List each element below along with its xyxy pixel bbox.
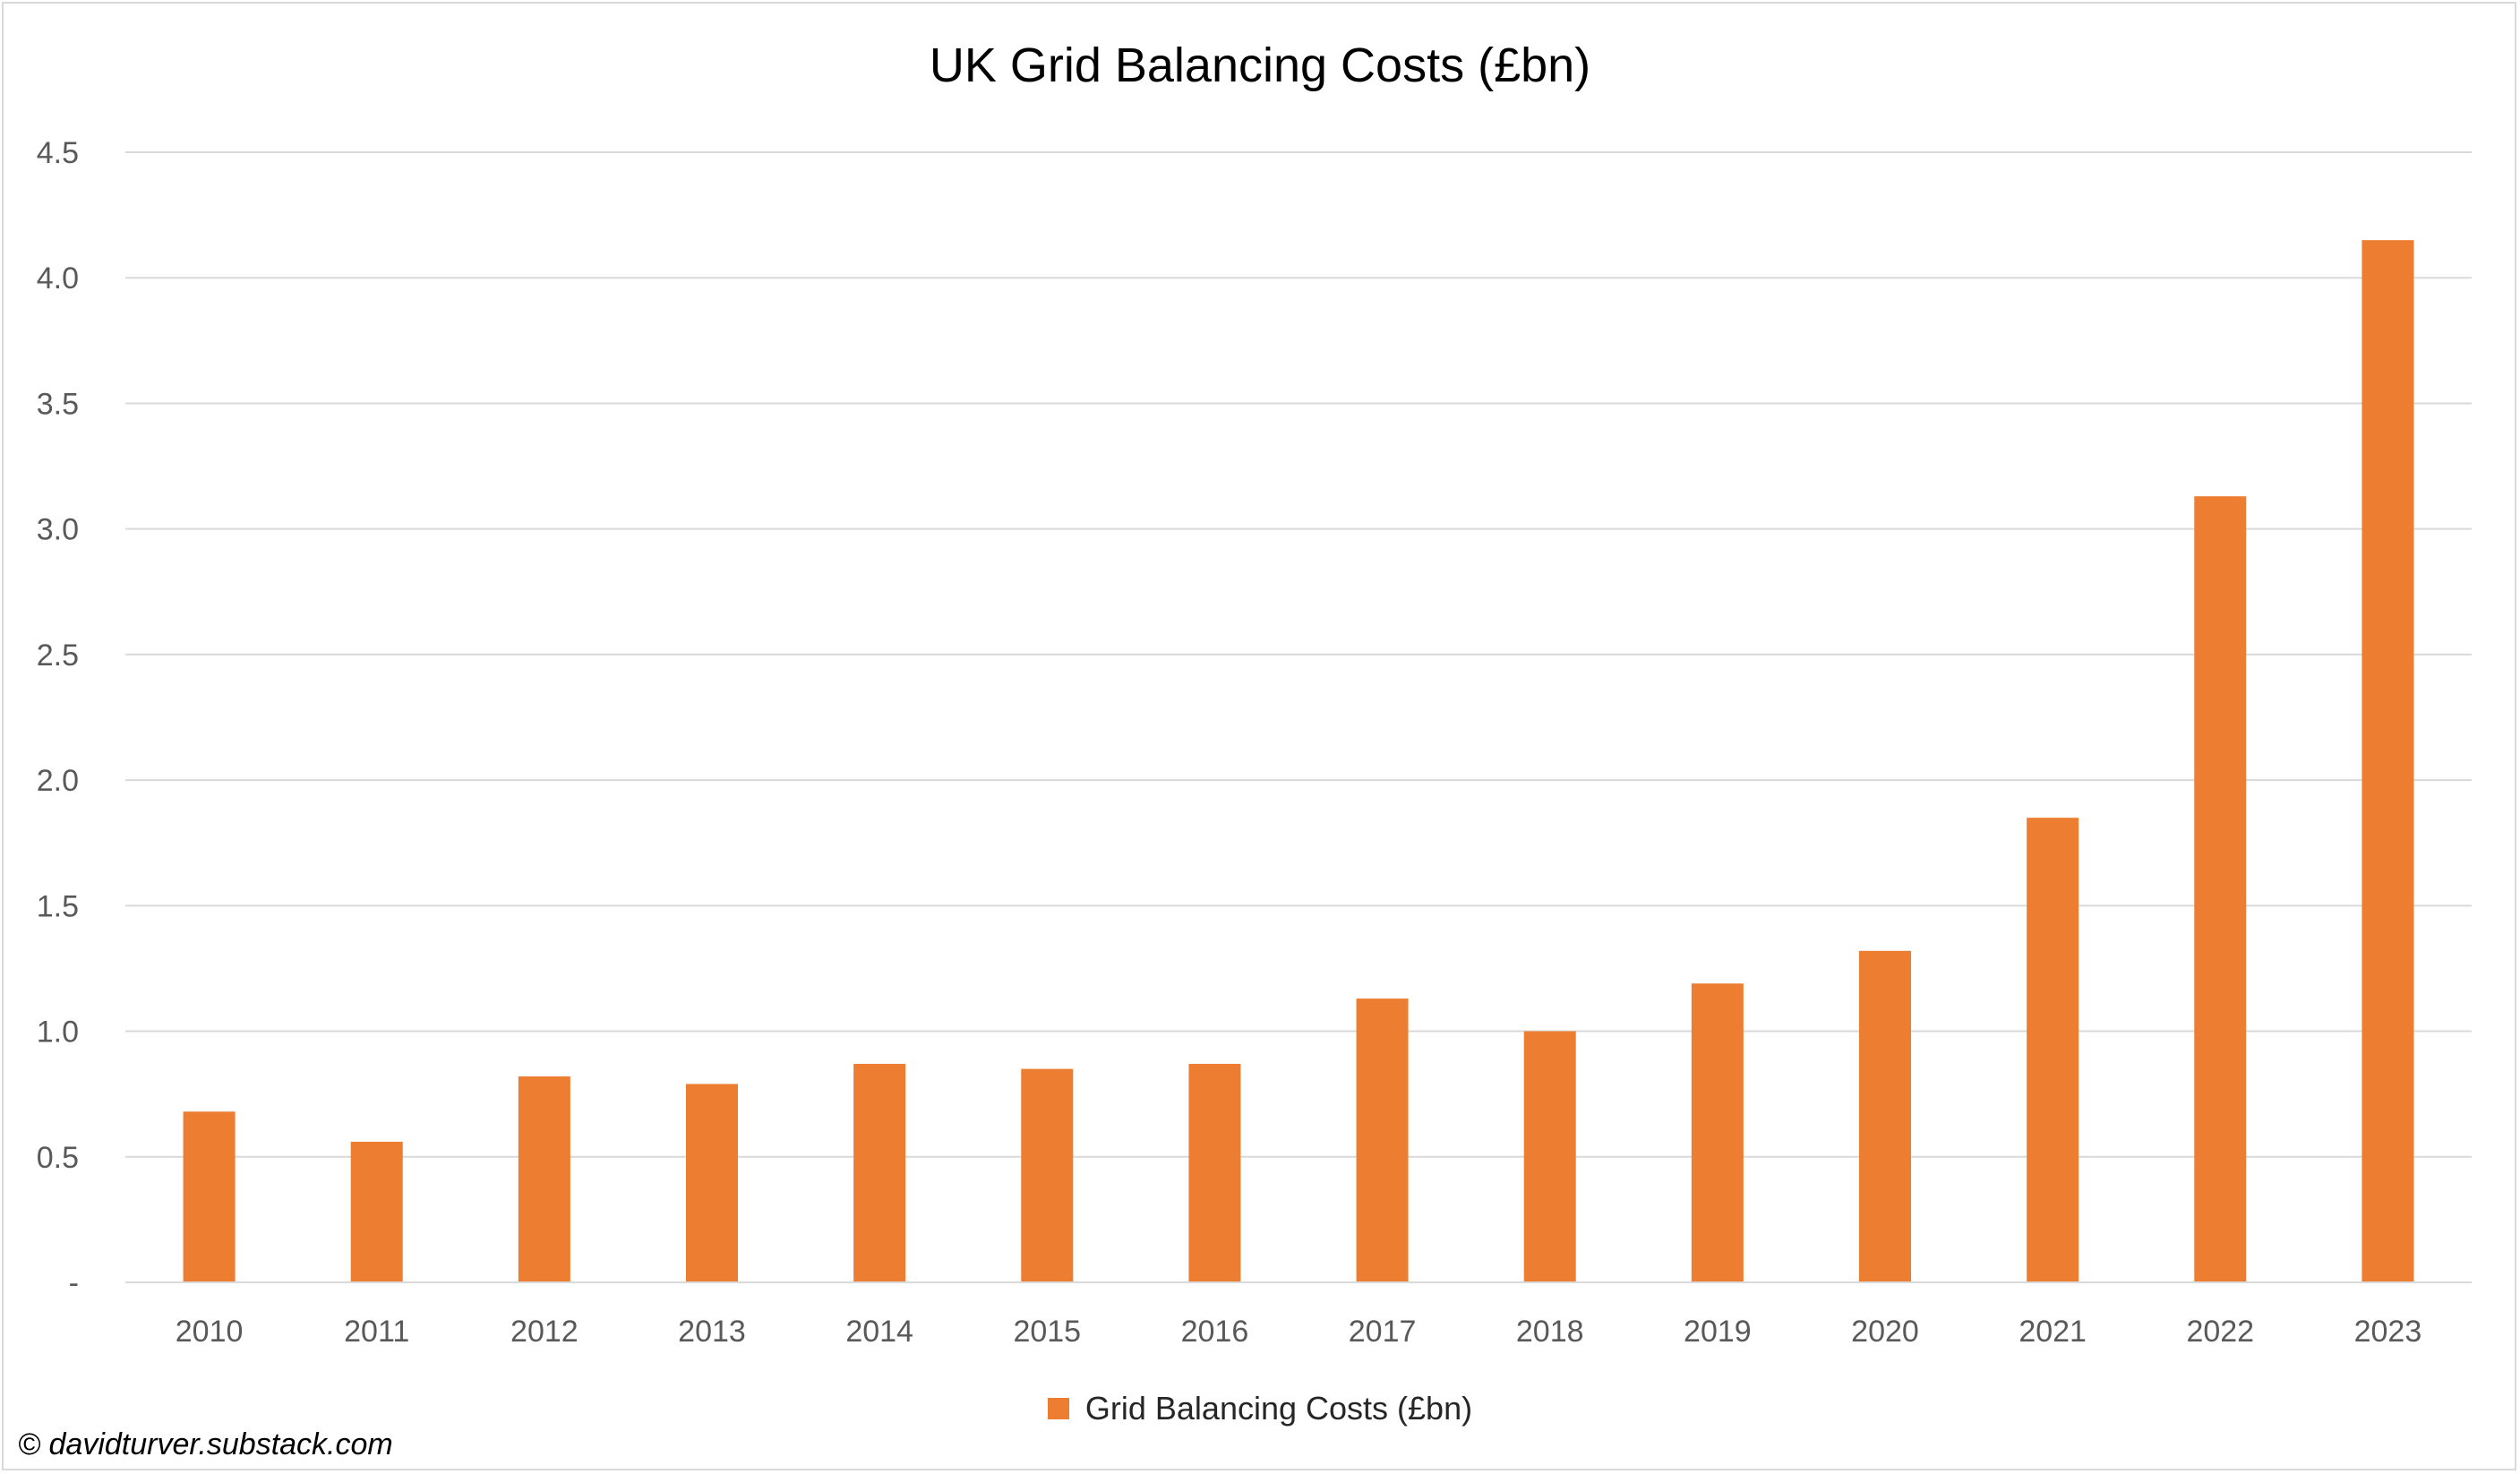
legend: Grid Balancing Costs (£bn) (0, 1390, 2520, 1427)
legend-label: Grid Balancing Costs (£bn) (1084, 1390, 1473, 1427)
bar-2020 (1859, 950, 1911, 1282)
y-tick-label: 3.5 (37, 387, 79, 421)
y-tick-label: - (69, 1266, 79, 1300)
x-tick-label: 2016 (1181, 1315, 1249, 1349)
y-tick-label: 2.0 (37, 764, 79, 798)
watermark: © davidturver.substack.com (18, 1427, 393, 1461)
bar-2010 (183, 1111, 236, 1282)
y-tick-label: 4.5 (37, 136, 79, 170)
bar-2018 (1523, 1031, 1576, 1282)
x-tick-label: 2022 (2186, 1315, 2254, 1349)
x-tick-label: 2018 (1516, 1315, 1584, 1349)
y-tick-label: 0.5 (37, 1141, 79, 1175)
bar-2011 (350, 1141, 403, 1282)
x-tick-label: 2015 (1013, 1315, 1081, 1349)
x-tick-label: 2017 (1349, 1315, 1417, 1349)
x-tick-label: 2010 (176, 1315, 244, 1349)
chart-title: UK Grid Balancing Costs (£bn) (929, 39, 1591, 92)
x-tick-label: 2014 (845, 1315, 913, 1349)
x-tick-label: 2019 (1684, 1315, 1752, 1349)
bar-2017 (1356, 998, 1409, 1282)
bar-2014 (853, 1064, 906, 1282)
legend-swatch (1047, 1398, 1069, 1419)
x-tick-label: 2012 (510, 1315, 579, 1349)
bar-2013 (686, 1084, 738, 1282)
y-tick-label: 3.0 (37, 513, 79, 547)
x-tick-label: 2011 (344, 1315, 409, 1349)
x-tick-label: 2023 (2354, 1315, 2422, 1349)
y-tick-label: 2.5 (37, 638, 79, 673)
y-tick-label: 4.0 (37, 261, 79, 296)
bar-2023 (2361, 240, 2414, 1283)
bar-2019 (1691, 983, 1744, 1282)
bar-2021 (2027, 818, 2079, 1282)
x-tick-label: 2013 (678, 1315, 746, 1349)
y-tick-label: 1.0 (37, 1016, 79, 1050)
y-tick-label: 1.5 (37, 889, 79, 923)
bar-2022 (2194, 496, 2247, 1282)
bar-2012 (518, 1076, 570, 1282)
x-tick-label: 2020 (1851, 1315, 1919, 1349)
bar-2015 (1021, 1068, 1074, 1282)
x-tick-label: 2021 (2019, 1315, 2087, 1349)
bar-2016 (1188, 1064, 1241, 1282)
